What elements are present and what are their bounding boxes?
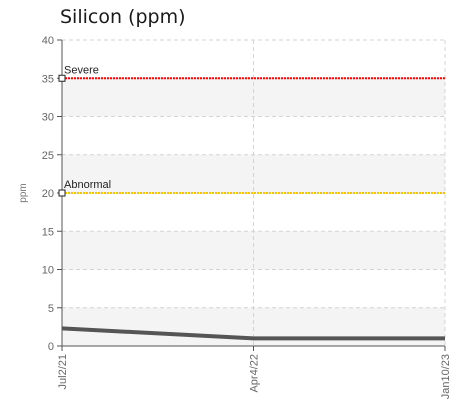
series-line [61,326,445,341]
y-tick-label: 15 [42,226,54,238]
x-tick-label: Jul2/21 [57,354,69,389]
threshold-label: Severe [64,64,99,76]
gridlines [61,39,446,346]
y-tick-label: 0 [48,341,54,353]
threshold-label: Abnormal [64,179,111,191]
y-tick-label: 40 [42,35,54,47]
y-tick-label: 25 [42,150,54,162]
y-tick-label: 30 [42,112,54,124]
x-tick-labels: Jul2/21 Apr4/22 Jan10/23 [57,354,452,399]
y-tick-label: 35 [42,73,54,85]
threshold-marker [58,74,66,82]
x-tick-label: Jan10/23 [440,354,452,399]
y-tick-label: 10 [42,265,54,277]
chart-title: Silicon (ppm) [60,6,186,28]
y-axis-label: ppm [18,183,29,202]
series-lines [61,326,445,341]
threshold-lines: Severe Abnormal [58,64,445,197]
threshold-marker [58,189,66,197]
x-tick-label: Apr4/22 [249,354,261,393]
y-tick-labels: 0 5 10 15 20 25 30 35 40 [42,35,54,353]
y-tick-label: 20 [42,188,54,200]
y-tick-label: 5 [48,303,54,315]
